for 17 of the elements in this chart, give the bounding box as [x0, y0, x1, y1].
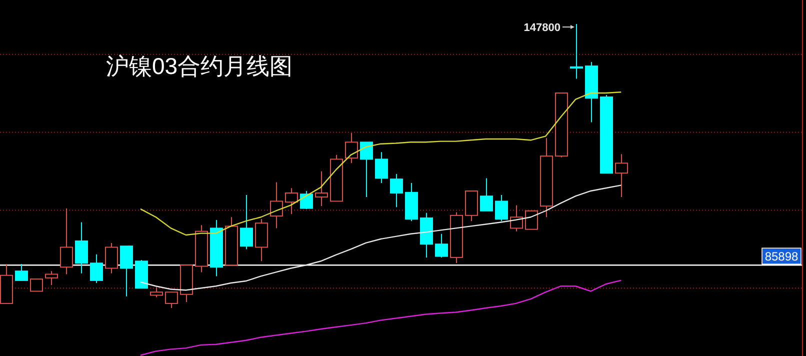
- candlestick: [315, 170, 328, 207]
- candlestick: [75, 222, 88, 274]
- candlestick: [420, 212, 433, 258]
- candlestick: [270, 182, 283, 229]
- candlestick: [345, 132, 358, 164]
- candlestick: [570, 24, 583, 80]
- candlestick: [510, 204, 523, 232]
- candlestick: [540, 138, 553, 218]
- candlestick: [210, 219, 223, 277]
- text: 沪镍03合约月线图: [106, 53, 293, 79]
- text: 85898: [764, 250, 799, 264]
- candlestick: [390, 173, 403, 208]
- candlestick: [60, 208, 73, 275]
- annotation: 147800: [524, 22, 560, 34]
- candlestick: [375, 152, 388, 184]
- candlestick: [285, 188, 298, 214]
- candlestick: [615, 154, 628, 198]
